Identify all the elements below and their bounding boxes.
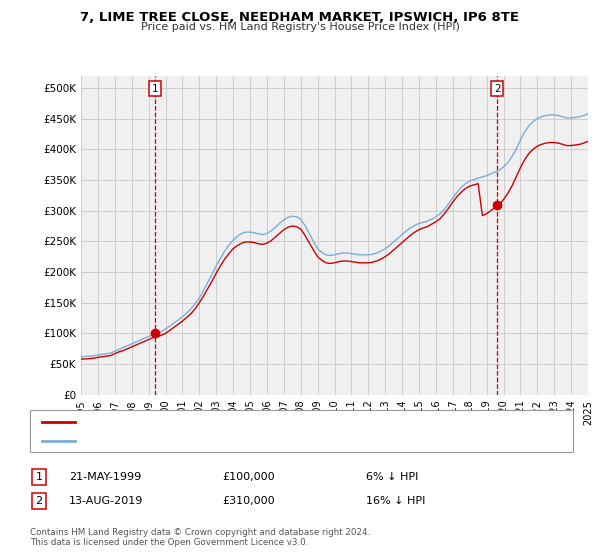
Text: 1: 1 (35, 472, 43, 482)
Text: HPI: Average price, detached house, Mid Suffolk: HPI: Average price, detached house, Mid … (82, 436, 333, 446)
Text: 13-AUG-2019: 13-AUG-2019 (69, 496, 143, 506)
Text: 1: 1 (152, 83, 158, 94)
Text: Contains HM Land Registry data © Crown copyright and database right 2024.
This d: Contains HM Land Registry data © Crown c… (30, 528, 370, 548)
Text: 2: 2 (494, 83, 500, 94)
Text: 2: 2 (35, 496, 43, 506)
Text: 7, LIME TREE CLOSE, NEEDHAM MARKET, IPSWICH, IP6 8TE: 7, LIME TREE CLOSE, NEEDHAM MARKET, IPSW… (80, 11, 520, 24)
Text: 7, LIME TREE CLOSE, NEEDHAM MARKET, IPSWICH, IP6 8TE (detached house): 7, LIME TREE CLOSE, NEEDHAM MARKET, IPSW… (82, 417, 482, 427)
Text: £310,000: £310,000 (222, 496, 275, 506)
Text: 6% ↓ HPI: 6% ↓ HPI (366, 472, 418, 482)
Text: Price paid vs. HM Land Registry's House Price Index (HPI): Price paid vs. HM Land Registry's House … (140, 22, 460, 32)
Text: 21-MAY-1999: 21-MAY-1999 (69, 472, 141, 482)
Text: £100,000: £100,000 (222, 472, 275, 482)
Text: 16% ↓ HPI: 16% ↓ HPI (366, 496, 425, 506)
